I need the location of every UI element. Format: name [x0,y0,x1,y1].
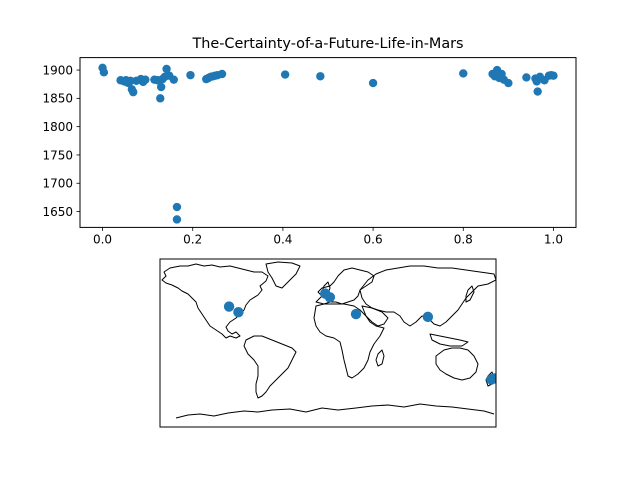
map-panel [159,258,497,428]
x-axis-ticks: 0.0 0.2 0.4 0.6 0.8 1.0 [93,227,563,246]
map-point [422,311,434,323]
map-points [223,288,496,385]
scatter-point [316,72,325,81]
x-tick-label: 1.0 [544,232,563,246]
scatter-point [172,202,182,212]
map-point [350,308,362,320]
y-tick-label: 1700 [42,177,73,191]
x-tick-label: 0.4 [273,232,292,246]
scatter-point [522,73,531,82]
coastline-asia [359,265,496,327]
scatter-point [533,87,542,96]
y-tick-label: 1850 [42,92,73,106]
plot-frame [79,57,577,228]
map-frame [159,258,497,428]
x-tick-label: 0.6 [364,232,383,246]
coastline-africa [313,303,385,379]
coastline-arabia [361,305,389,327]
scatter-point [126,76,135,86]
coastline-north-america [161,263,269,339]
chart-title: The-Certainty-of-a-Future-Life-in-Mars [191,36,463,52]
map-point [223,301,235,312]
x-tick-label: 0.0 [93,232,112,246]
scatter-point [368,78,378,88]
y-axis-ticks: 1650 1700 1750 1800 1850 1900 [42,63,80,219]
scatter-point [99,68,109,77]
scatter-point [217,69,227,79]
scatter-point [280,70,290,79]
y-tick-label: 1800 [42,120,73,134]
scatter-point [459,69,468,78]
scatter-point [162,64,171,74]
x-tick-label: 0.8 [454,232,473,246]
scatter-points [98,63,558,224]
scatter-point [169,75,178,84]
map-point [233,307,244,318]
y-tick-label: 1750 [42,148,73,162]
scatter-point [504,78,513,88]
coastline-indonesia [429,333,469,347]
scatter-point [156,94,165,103]
coastline-madagascar [375,349,385,367]
coastlines [161,261,496,419]
y-tick-label: 1650 [42,205,73,219]
scatter-point [141,75,150,84]
coastline-australia [435,347,479,381]
coastline-greenland [265,261,301,289]
coastline-south-america [243,335,297,399]
scatter-point [156,82,166,92]
x-tick-label: 0.2 [183,232,202,246]
coastline-antarctica [175,403,495,419]
coastline-japan [465,285,475,303]
scatter-point [549,71,558,80]
scatter-point [172,215,182,224]
scatter-point [186,70,195,80]
map-point [488,373,496,384]
y-tick-label: 1900 [42,63,73,77]
scatter-point [129,87,138,97]
map-point [324,292,336,303]
scatter-panel: The-Certainty-of-a-Future-Life-in-Mars 0… [42,36,577,246]
